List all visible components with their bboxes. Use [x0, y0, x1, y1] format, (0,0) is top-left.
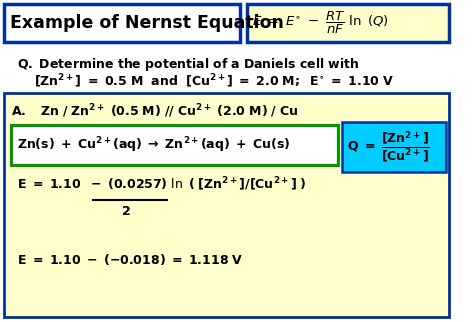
Bar [342, 122, 446, 172]
Text: $\mathbf{E\ =\ 1.10\ \ -\ (0.0257)\ \ln\ (\ [Zn^{2+}]/[Cu^{2+}]\ )}$: $\mathbf{E\ =\ 1.10\ \ -\ (0.0257)\ \ln\… [17, 175, 307, 193]
Text: $\mathbf{[Zn^{2+}]\ =\ 0.5\ M\ \ and\ \ [Cu^{2+}]\ =\ 2.0\ M;\ \ E^{\circ}\ =\ 1: $\mathbf{[Zn^{2+}]\ =\ 0.5\ M\ \ and\ \ … [35, 72, 395, 90]
Text: $\mathbf{Zn(s)\ +\ Cu^{2+}(aq)\ \rightarrow\ Zn^{2+}(aq)\ +\ Cu(s)}$: $\mathbf{Zn(s)\ +\ Cu^{2+}(aq)\ \rightar… [17, 135, 291, 155]
Text: $\mathbf{A.\quad Zn\ /\ Zn^{2+}\ (0.5\ M)\ //\ Cu^{2+}\ (2.0\ M)\ /\ Cu}$: $\mathbf{A.\quad Zn\ /\ Zn^{2+}\ (0.5\ M… [11, 102, 299, 119]
Text: $\mathbf{2}$: $\mathbf{2}$ [121, 205, 131, 218]
Text: $\mathbf{E\ =\ 1.10\ -\ (-0.018)\ =\ 1.118\ V}$: $\mathbf{E\ =\ 1.10\ -\ (-0.018)\ =\ 1.1… [17, 252, 244, 267]
Text: $E\ =\ E^{\circ}\ -\ \dfrac{RT}{nF}\ \ln\ (Q)$: $E\ =\ E^{\circ}\ -\ \dfrac{RT}{nF}\ \ln… [253, 10, 389, 36]
Text: Example of Nernst Equation: Example of Nernst Equation [9, 14, 283, 32]
Bar [246, 4, 449, 42]
Bar [4, 4, 240, 42]
Text: $\mathbf{Q.\ Determine\ the\ potential\ of\ a\ Daniels\ cell\ with}$: $\mathbf{Q.\ Determine\ the\ potential\ … [17, 56, 360, 73]
Text: $\mathbf{Q\ =\ \dfrac{[Zn^{2+}]}{[Cu^{2+}]}}$: $\mathbf{Q\ =\ \dfrac{[Zn^{2+}]}{[Cu^{2+… [347, 129, 430, 165]
Bar [11, 125, 338, 165]
Bar [4, 93, 449, 317]
